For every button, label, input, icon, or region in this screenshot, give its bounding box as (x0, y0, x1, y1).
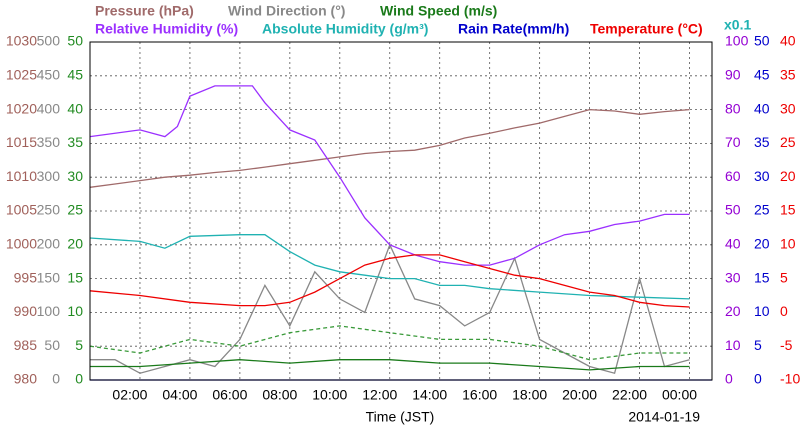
series-line (89, 254, 690, 308)
y-tick-label: 50 (725, 202, 741, 218)
y-tick-label: 1015 (6, 134, 37, 150)
date-label: 2014-01-19 (628, 409, 700, 425)
y-tick-label: -10 (780, 371, 800, 387)
y-tick-label: 45 (67, 67, 83, 83)
y-tick-label: 100 (725, 33, 749, 49)
y-tick-label: 5 (754, 337, 762, 353)
x-axis-title: Time (JST) (366, 409, 435, 425)
y-tick-label: 150 (37, 269, 61, 285)
legend-label: Relative Humidity (%) (95, 21, 238, 37)
y-tick-label: 985 (14, 337, 38, 353)
series-line (90, 359, 690, 371)
y-tick-label: 90 (725, 67, 741, 83)
legend-label: Wind Direction (°) (228, 3, 345, 19)
y-tick-label: 200 (37, 236, 61, 252)
x-tick-label: 08:00 (262, 387, 297, 403)
x-tick-label: 10:00 (312, 387, 347, 403)
y-tick-label: 300 (37, 168, 61, 184)
y-tick-label: 80 (725, 100, 741, 116)
y-tick-label: 45 (754, 67, 770, 83)
y-tick-label: 40 (780, 33, 796, 49)
y-tick-label: 70 (725, 134, 741, 150)
y-tick-label: 1025 (6, 67, 37, 83)
y-tick-label: 20 (780, 168, 796, 184)
y-tick-label: 990 (14, 303, 38, 319)
legend-label: Absolute Humidity (g/m³) (262, 21, 428, 37)
y-tick-label: 30 (725, 269, 741, 285)
y-tick-label: 10 (754, 303, 770, 319)
y-tick-label: 25 (754, 202, 770, 218)
y-tick-label: 20 (754, 236, 770, 252)
y-tick-label: 50 (754, 33, 770, 49)
y-tick-label: 20 (725, 303, 741, 319)
y-tick-label: 40 (67, 100, 83, 116)
x-tick-label: 04:00 (162, 387, 197, 403)
x-tick-label: 02:00 (112, 387, 147, 403)
y-tick-label: -5 (780, 337, 793, 353)
legend-label: Wind Speed (m/s) (380, 3, 497, 19)
x-tick-label: 16:00 (462, 387, 497, 403)
y-tick-label: 35 (67, 134, 83, 150)
y-tick-label: 25 (780, 134, 796, 150)
scale-note: x0.1 (724, 17, 751, 33)
y-tick-label: 30 (754, 168, 770, 184)
y-tick-label: 15 (780, 202, 796, 218)
series-line (89, 85, 690, 266)
y-tick-label: 0 (75, 371, 83, 387)
y-tick-label: 20 (67, 236, 83, 252)
y-tick-label: 0 (52, 371, 60, 387)
y-tick-label: 0 (725, 371, 733, 387)
y-tick-label: 10 (780, 236, 796, 252)
y-tick-label: 35 (780, 67, 796, 83)
y-tick-label: 980 (14, 371, 38, 387)
legend-label: Temperature (°C) (590, 21, 703, 37)
y-tick-label: 450 (37, 67, 61, 83)
series-line (89, 108, 690, 188)
y-tick-label: 500 (37, 33, 61, 49)
y-tick-label: 15 (754, 269, 770, 285)
y-tick-label: 0 (754, 371, 762, 387)
y-tick-label: 0 (780, 303, 788, 319)
y-tick-label: 40 (725, 236, 741, 252)
y-tick-label: 100 (37, 303, 61, 319)
y-tick-label: 5 (75, 337, 83, 353)
series-line (89, 325, 690, 361)
y-tick-label: 1000 (6, 236, 37, 252)
y-tick-label: 15 (67, 269, 83, 285)
y-tick-label: 60 (725, 168, 741, 184)
y-tick-label: 50 (67, 33, 83, 49)
y-tick-label: 1010 (6, 168, 37, 184)
y-tick-label: 35 (754, 134, 770, 150)
y-tick-label: 1030 (6, 33, 37, 49)
y-tick-label: 400 (37, 100, 61, 116)
y-tick-label: 40 (754, 100, 770, 116)
y-tick-label: 995 (14, 269, 38, 285)
y-tick-label: 25 (67, 202, 83, 218)
x-tick-label: 06:00 (212, 387, 247, 403)
x-tick-label: 20:00 (562, 387, 597, 403)
x-tick-label: 14:00 (412, 387, 447, 403)
y-tick-label: 250 (37, 202, 61, 218)
y-tick-label: 10 (725, 337, 741, 353)
y-tick-label: 10 (67, 303, 83, 319)
y-tick-label: 50 (44, 337, 60, 353)
y-tick-label: 30 (67, 168, 83, 184)
x-tick-label: 18:00 (512, 387, 547, 403)
plot-border (89, 41, 713, 381)
y-tick-label: 1005 (6, 202, 37, 218)
y-tick-label: 30 (780, 100, 796, 116)
y-tick-label: 350 (37, 134, 61, 150)
y-tick-label: 5 (780, 269, 788, 285)
legend-label: Pressure (hPa) (95, 3, 194, 19)
x-tick-label: 12:00 (362, 387, 397, 403)
series-line (89, 234, 690, 300)
x-tick-label: 22:00 (612, 387, 647, 403)
y-tick-label: 1020 (6, 100, 37, 116)
x-tick-label: 00:00 (662, 387, 697, 403)
legend-label: Rain Rate(mm/h) (458, 21, 569, 37)
